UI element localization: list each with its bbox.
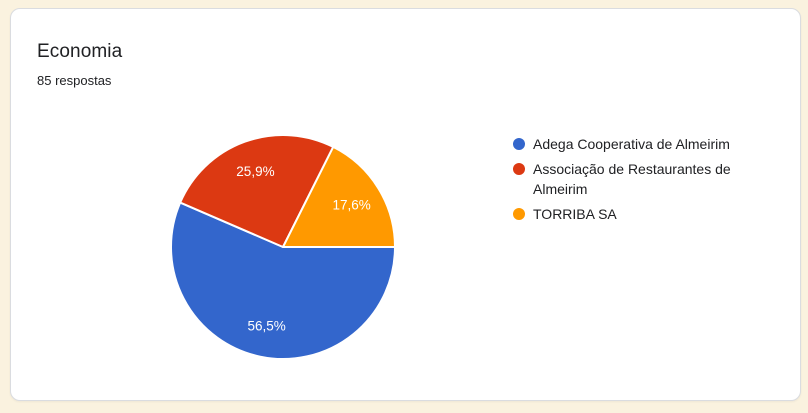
chart-legend: Adega Cooperativa de Almeirim Associação…: [513, 134, 769, 224]
legend-item: TORRIBA SA: [513, 204, 769, 224]
pie-slice-percent-label: 25,9%: [236, 164, 274, 179]
legend-swatch-icon: [513, 208, 525, 220]
response-count: 85 respostas: [37, 73, 112, 88]
legend-item-label: Associação de Restaurantes de Almeirim: [533, 161, 731, 197]
pie-slice: [179, 133, 335, 248]
legend-item-label: Adega Cooperativa de Almeirim: [533, 136, 730, 152]
legend-item: Associação de Restaurantes de Almeirim: [513, 159, 769, 199]
legend-swatch-icon: [513, 138, 525, 150]
legend-item: Adega Cooperativa de Almeirim: [513, 134, 769, 154]
pie-slice: [170, 201, 396, 360]
pie-slice-percent-label: 17,6%: [332, 197, 370, 212]
question-summary-card: Economia 85 respostas 56,5% 25,9% 17,6% Ad…: [10, 8, 801, 401]
pie-slice-percent-label: 56,5%: [248, 319, 286, 334]
pie-slice: [282, 145, 396, 248]
pie-chart: 56,5% 25,9% 17,6%: [170, 133, 396, 360]
legend-swatch-icon: [513, 163, 525, 175]
question-title: Economia: [37, 41, 123, 62]
legend-item-label: TORRIBA SA: [533, 206, 617, 222]
